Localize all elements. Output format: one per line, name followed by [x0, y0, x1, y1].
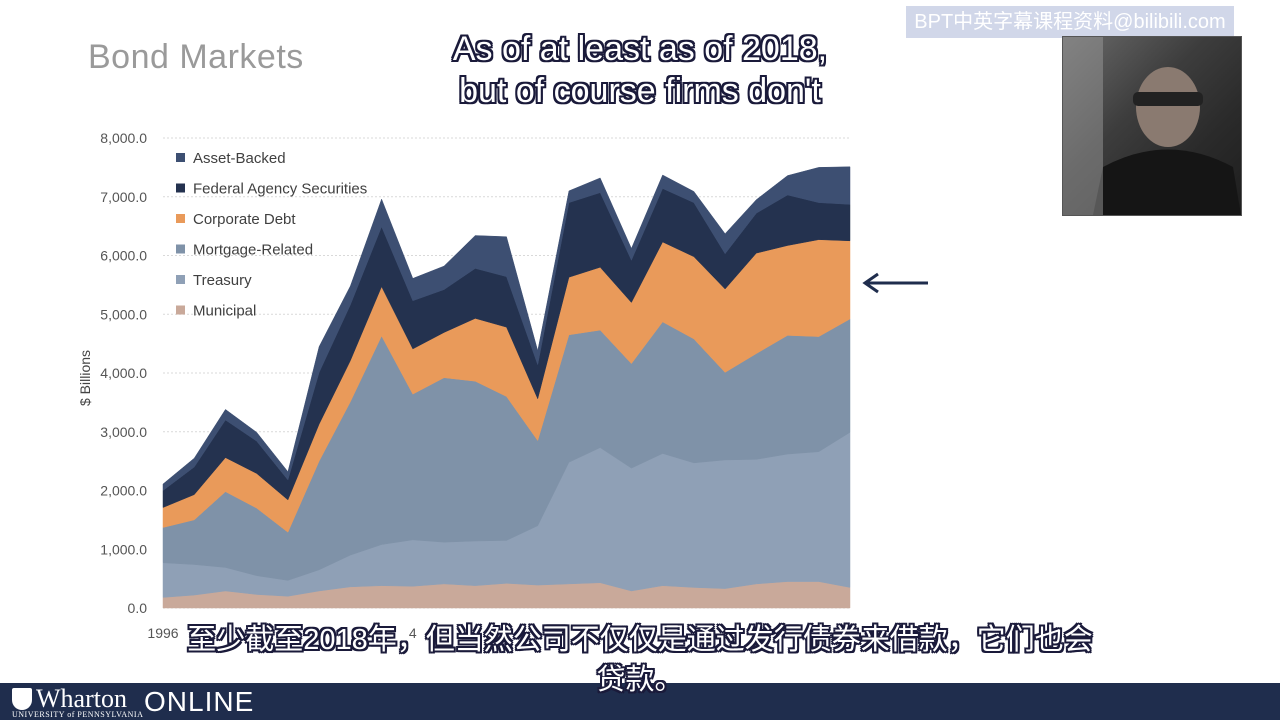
english-subtitle-line-1: As of at least as of 2018, [452, 30, 828, 68]
legend-label: Corporate Debt [193, 211, 296, 228]
legend-label: Asset-Backed [193, 150, 286, 167]
legend-swatch [176, 244, 185, 254]
legend-label: Municipal [193, 303, 256, 320]
y-tick-label: 0.0 [128, 600, 148, 616]
online-label: ONLINE [144, 686, 255, 717]
x-axis-ticks: 1996 4 [147, 625, 416, 641]
english-subtitle-line-2: but of course firms don't [459, 72, 821, 110]
legend-swatch [176, 305, 185, 315]
legend: Asset-Backed Federal Agency Securities Cor… [176, 150, 367, 320]
presenter-video [1062, 36, 1242, 216]
chinese-subtitle-line-1: 至少截至2018年，但当然公司不仅仅是通过发行债券来借款，它们也会 [187, 624, 1093, 656]
bond-markets-chart: 0.0 1,000.0 2,000.0 3,000.0 4,000.0 5,000.0 6,… [77, 130, 851, 641]
footer-bar [0, 683, 1280, 720]
legend-label: Federal Agency Securities [193, 181, 367, 198]
y-tick-label: 1,000.0 [100, 541, 147, 557]
legend-swatch [176, 183, 185, 193]
y-tick-label: 8,000.0 [100, 130, 147, 146]
english-subtitle: As of at least as of 2018, but of course… [425, 28, 855, 112]
wharton-logo: Wharton [36, 684, 127, 713]
penn-shield-icon [12, 688, 32, 710]
x-tick-label: 1996 [147, 625, 178, 641]
y-tick-label: 6,000.0 [100, 248, 147, 264]
watermark: BPT中英字幕课程资料@bilibili.com [906, 6, 1234, 38]
left-arrow-icon [862, 272, 928, 294]
legend-swatch [176, 214, 185, 223]
chinese-subtitle-line-2: 贷款。 [596, 664, 684, 696]
chinese-subtitle: 至少截至2018年，但当然公司不仅仅是通过发行债券来借款，它们也会 贷款。 [180, 620, 1100, 700]
presenter-silhouette [1063, 37, 1241, 215]
y-axis-label: $ Billions [77, 350, 93, 406]
stacked-areas [162, 166, 851, 609]
y-tick-label: 4,000.0 [100, 365, 147, 381]
y-tick-label: 7,000.0 [100, 189, 147, 205]
y-axis-ticks: 0.0 1,000.0 2,000.0 3,000.0 4,000.0 5,000.0 6,… [100, 130, 147, 616]
legend-label: Mortgage-Related [193, 242, 313, 259]
y-tick-label: 2,000.0 [100, 483, 147, 499]
legend-swatch [176, 153, 185, 162]
university-name: UNIVERSITY of PENNSYLVANIA [12, 710, 144, 719]
legend-label: Treasury [193, 272, 252, 289]
slide-title: Bond Markets [88, 38, 304, 76]
y-tick-label: 5,000.0 [100, 306, 147, 322]
legend-swatch [176, 275, 185, 284]
y-tick-label: 3,000.0 [100, 424, 147, 440]
area-asset-backed [162, 166, 851, 492]
x-tick-label: 4 [409, 625, 417, 641]
